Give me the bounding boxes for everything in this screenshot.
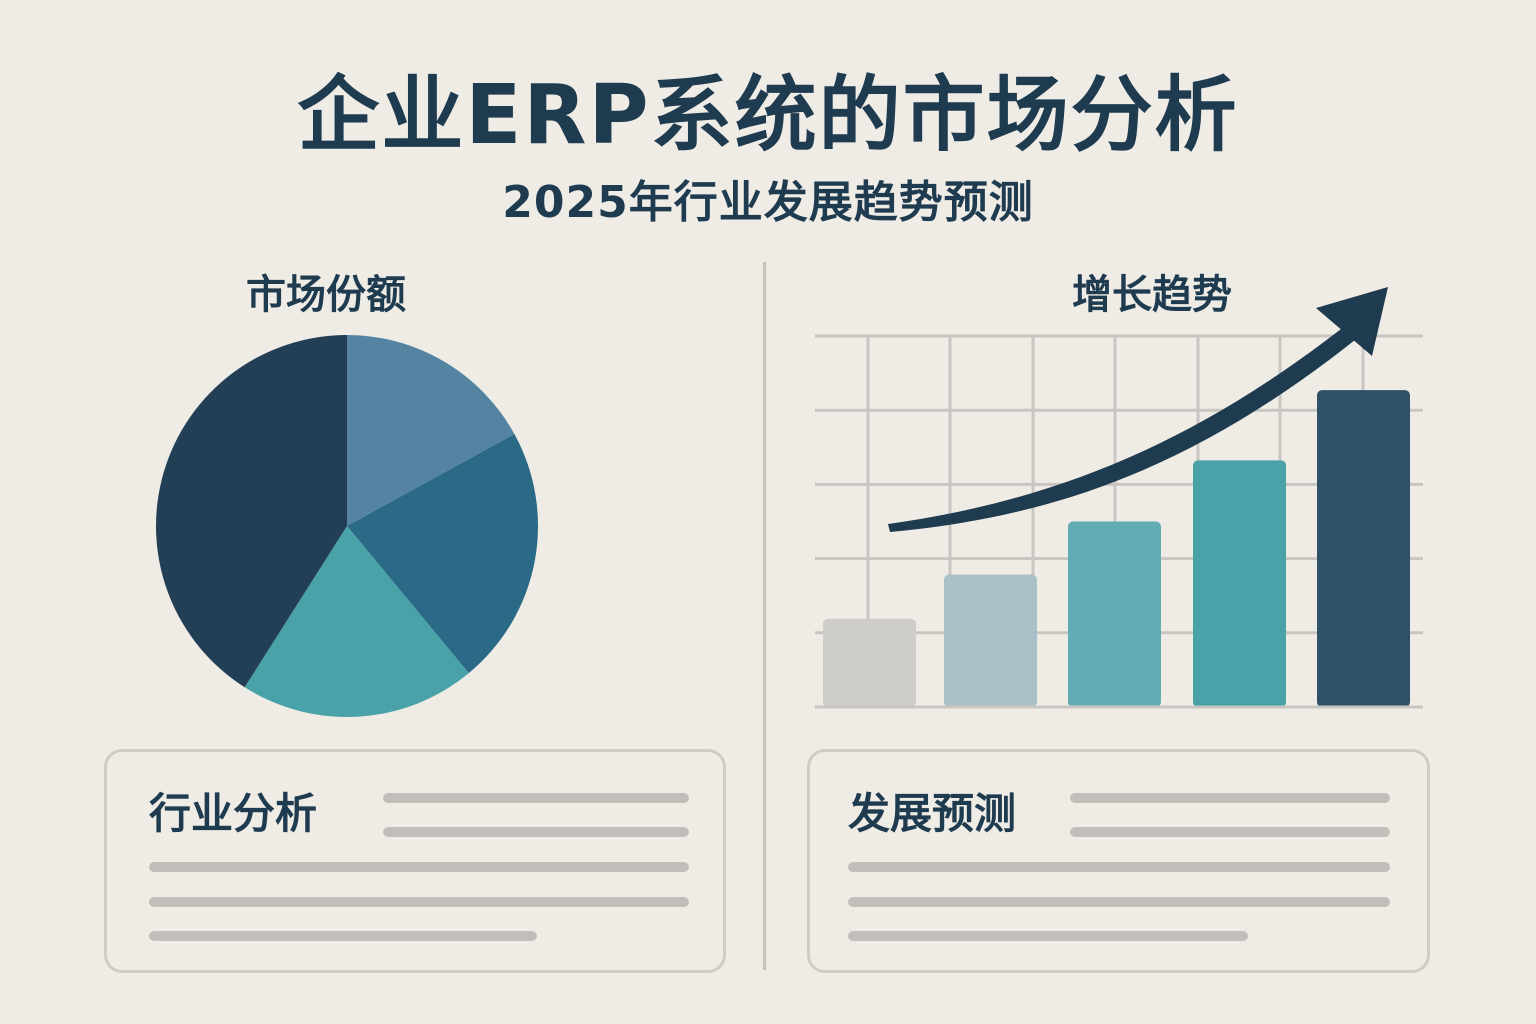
bar-5 — [1317, 390, 1410, 707]
development-forecast-card: 发展预测 — [807, 749, 1430, 973]
trend-arrow-head — [1316, 287, 1388, 356]
pie-slice-3 — [244, 526, 469, 718]
bar-2 — [944, 574, 1037, 707]
text-placeholder-line — [848, 897, 1390, 907]
bar-chart — [815, 390, 1423, 709]
text-placeholder-line — [848, 862, 1390, 872]
bar-chart-title: 增长趋势 — [1072, 272, 1232, 318]
card-title-industry-analysis: 行业分析 — [149, 789, 318, 838]
pie-chart-title: 市场份额 — [246, 272, 406, 318]
trend-arrow — [888, 287, 1388, 532]
pie-slice-1 — [347, 335, 515, 526]
card-title-development-forecast: 发展预测 — [848, 789, 1017, 838]
text-placeholder-line — [1070, 827, 1390, 837]
pie-chart — [155, 335, 538, 718]
pie-slice-2 — [347, 433, 538, 674]
text-placeholder-line — [1070, 793, 1390, 803]
bar-1 — [823, 618, 916, 707]
text-placeholder-line — [149, 862, 689, 872]
text-placeholder-line — [383, 827, 689, 837]
industry-analysis-card: 行业分析 — [104, 749, 726, 973]
bar-3 — [1068, 521, 1161, 707]
text-placeholder-line — [149, 897, 689, 907]
trend-arrow-body — [888, 322, 1360, 532]
page-title: 企业ERP系统的市场分析 — [297, 68, 1239, 163]
bar-4 — [1193, 460, 1286, 707]
text-placeholder-line — [383, 793, 689, 803]
column-divider — [763, 262, 766, 970]
text-placeholder-line — [149, 931, 537, 941]
text-placeholder-line — [848, 931, 1248, 941]
pie-slice-4 — [155, 335, 347, 688]
page-subtitle: 2025年行业发展趋势预测 — [502, 177, 1034, 228]
